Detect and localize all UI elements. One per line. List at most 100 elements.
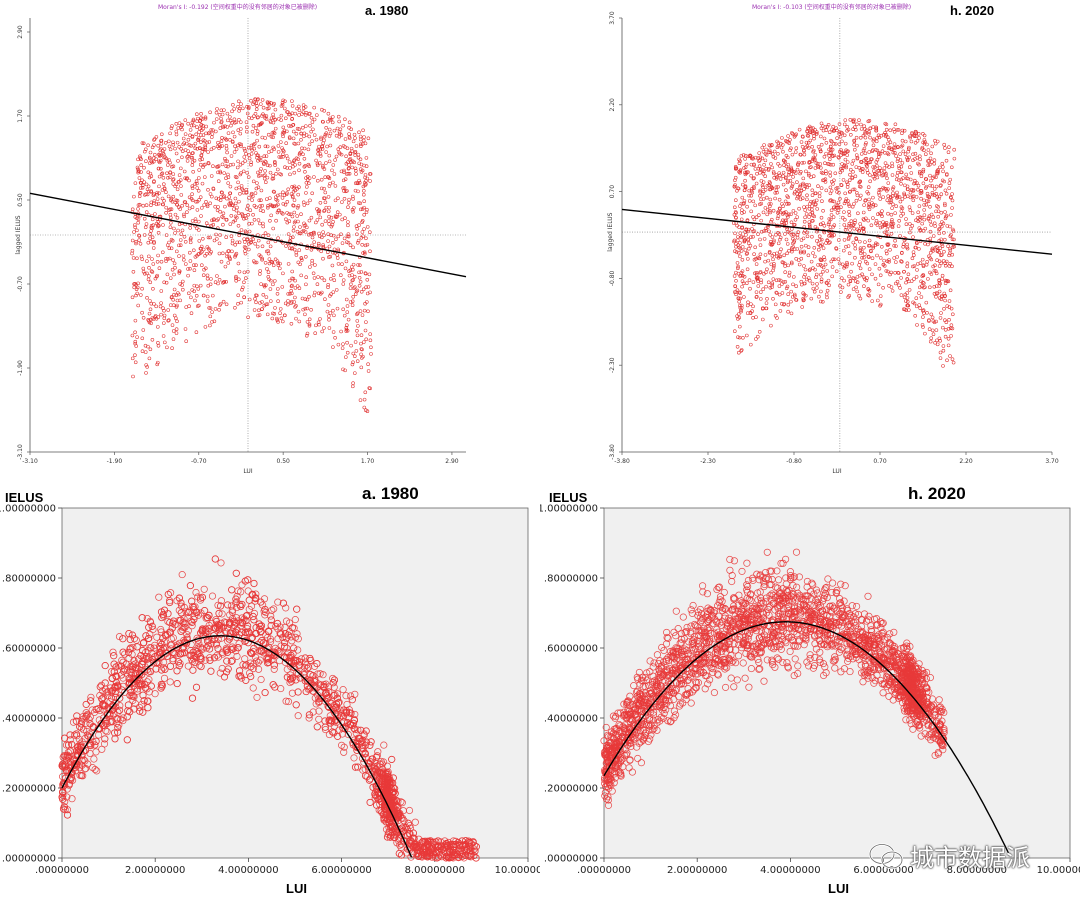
data-point <box>330 263 335 268</box>
data-point <box>829 208 834 213</box>
data-point <box>288 677 296 685</box>
data-point <box>917 204 922 208</box>
data-point <box>305 306 309 311</box>
data-point <box>287 212 291 216</box>
y-tick-label: .80000000 <box>2 574 56 585</box>
data-point <box>136 281 140 286</box>
data-point <box>789 220 794 225</box>
data-point <box>796 189 801 193</box>
data-point <box>269 149 274 153</box>
data-point <box>181 254 186 258</box>
data-point <box>787 230 792 235</box>
data-point <box>338 145 343 149</box>
data-point <box>145 192 150 197</box>
data-point <box>210 320 214 324</box>
data-point <box>768 210 772 215</box>
data-point <box>365 242 370 247</box>
data-point <box>350 278 355 283</box>
data-point <box>781 149 785 154</box>
data-point <box>133 223 137 227</box>
data-point <box>844 244 848 249</box>
data-point <box>824 292 829 297</box>
data-point <box>272 101 276 106</box>
data-point <box>323 297 327 301</box>
data-point <box>256 159 260 163</box>
data-point <box>199 128 204 132</box>
data-point <box>180 155 184 160</box>
data-point <box>777 284 782 288</box>
data-point <box>143 343 148 348</box>
data-point <box>368 179 372 183</box>
data-point <box>817 234 822 239</box>
data-point <box>348 243 353 247</box>
data-point <box>278 266 282 271</box>
data-point <box>855 280 860 284</box>
data-point <box>356 263 360 267</box>
data-point <box>753 203 757 208</box>
data-point <box>137 176 142 180</box>
data-point <box>165 345 169 350</box>
data-point <box>843 217 847 222</box>
data-point <box>865 168 870 172</box>
data-point <box>290 214 295 219</box>
data-point <box>341 178 346 183</box>
data-point <box>786 162 790 167</box>
data-point <box>818 149 823 154</box>
data-point <box>890 224 894 229</box>
data-point <box>136 169 141 173</box>
data-point <box>363 173 368 177</box>
data-point <box>890 289 895 293</box>
data-point <box>916 161 920 166</box>
data-point <box>804 140 809 145</box>
data-point <box>145 365 149 369</box>
data-point <box>926 199 931 204</box>
data-point <box>166 194 171 199</box>
data-point <box>798 249 803 254</box>
data-point <box>359 347 364 351</box>
data-point <box>758 158 762 162</box>
data-point <box>265 100 270 104</box>
data-point <box>834 126 838 130</box>
data-point <box>863 135 868 140</box>
x-tick-label: -2.30 <box>700 458 716 465</box>
data-point <box>938 246 943 250</box>
data-points <box>130 97 373 413</box>
data-point <box>237 269 242 274</box>
data-point <box>315 163 320 168</box>
data-point <box>952 237 956 242</box>
data-point <box>849 219 854 223</box>
data-point <box>877 135 882 140</box>
data-point <box>356 201 361 205</box>
data-point <box>898 234 902 238</box>
data-point <box>827 162 831 166</box>
data-point <box>811 200 815 205</box>
data-point <box>805 204 809 209</box>
data-point <box>346 220 350 224</box>
data-point <box>794 146 799 150</box>
data-point <box>159 166 163 171</box>
data-point <box>271 189 276 194</box>
data-point <box>228 606 236 614</box>
data-point <box>267 277 271 282</box>
data-point <box>831 162 835 167</box>
data-point <box>866 293 870 297</box>
data-point <box>361 354 365 359</box>
data-point <box>841 178 846 182</box>
data-point <box>326 209 331 214</box>
data-point <box>854 285 858 290</box>
data-point <box>142 180 146 184</box>
data-point <box>275 259 280 263</box>
data-point <box>350 265 354 269</box>
data-point <box>152 143 156 147</box>
data-point <box>930 191 935 195</box>
data-point <box>282 697 290 705</box>
data-point <box>837 191 841 195</box>
data-point <box>351 262 356 267</box>
data-point <box>130 635 139 643</box>
data-point <box>921 325 925 329</box>
data-point <box>236 159 240 164</box>
data-point <box>765 225 770 229</box>
data-point <box>350 165 354 170</box>
data-point <box>908 208 913 213</box>
data-point <box>777 171 781 175</box>
